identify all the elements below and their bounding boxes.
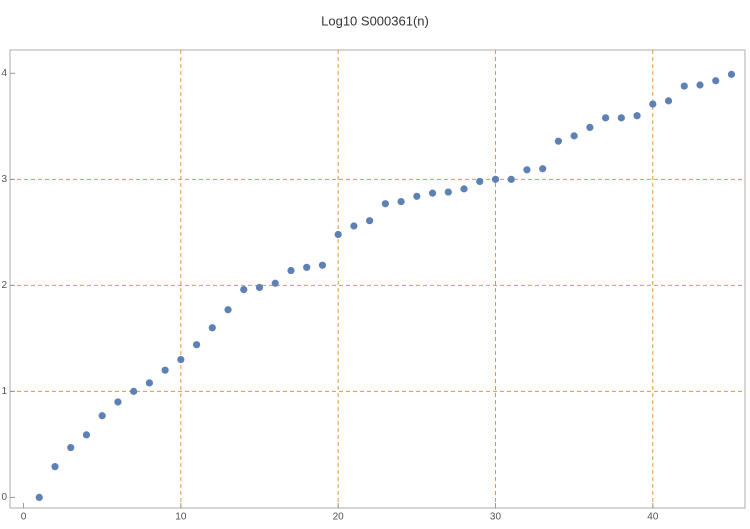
point: [161, 366, 169, 374]
point: [51, 463, 59, 471]
point: [633, 112, 641, 120]
point: [413, 192, 421, 200]
point: [224, 306, 232, 314]
point: [491, 175, 500, 183]
x-tick-label: 30: [490, 512, 502, 523]
point: [192, 341, 201, 349]
point: [476, 177, 484, 186]
y-tick-label: 4: [1, 68, 7, 79]
y-tick-label: 0: [1, 492, 7, 503]
point: [696, 81, 704, 89]
point: [145, 379, 153, 387]
point: [318, 261, 327, 269]
point: [82, 431, 91, 439]
point: [602, 114, 610, 122]
point: [460, 185, 468, 193]
point: [114, 398, 122, 406]
point: [554, 137, 563, 145]
point: [350, 222, 358, 230]
point: [570, 132, 578, 140]
point: [334, 230, 342, 239]
x-tick-label: 10: [175, 512, 187, 523]
x-tick-label: 20: [333, 512, 345, 523]
point: [208, 324, 216, 332]
point: [617, 114, 625, 122]
point: [366, 217, 374, 225]
point: [381, 200, 389, 208]
point: [177, 355, 185, 364]
point: [539, 165, 547, 173]
point: [664, 97, 673, 105]
point: [586, 123, 594, 131]
point: [428, 189, 437, 197]
point: [444, 188, 452, 196]
point: [727, 70, 736, 78]
x-tick-label: 0: [21, 512, 27, 523]
y-tick-label: 3: [1, 174, 7, 185]
plot-frame: [9, 49, 746, 509]
point: [35, 493, 43, 501]
y-tick-label: 1: [1, 386, 7, 397]
point: [255, 283, 264, 292]
point: [680, 82, 688, 90]
point: [523, 166, 531, 174]
point: [507, 175, 515, 183]
point: [649, 100, 657, 108]
point: [130, 387, 138, 395]
point: [303, 263, 311, 271]
point: [287, 266, 295, 275]
chart-title: Log10 S000361(n): [321, 13, 429, 28]
point: [67, 443, 75, 452]
x-tick-label: 40: [647, 512, 659, 523]
point: [240, 286, 248, 294]
point: [271, 279, 279, 287]
point: [712, 77, 720, 85]
y-tick-label: 2: [1, 280, 7, 291]
point: [98, 412, 106, 420]
point: [397, 198, 405, 206]
